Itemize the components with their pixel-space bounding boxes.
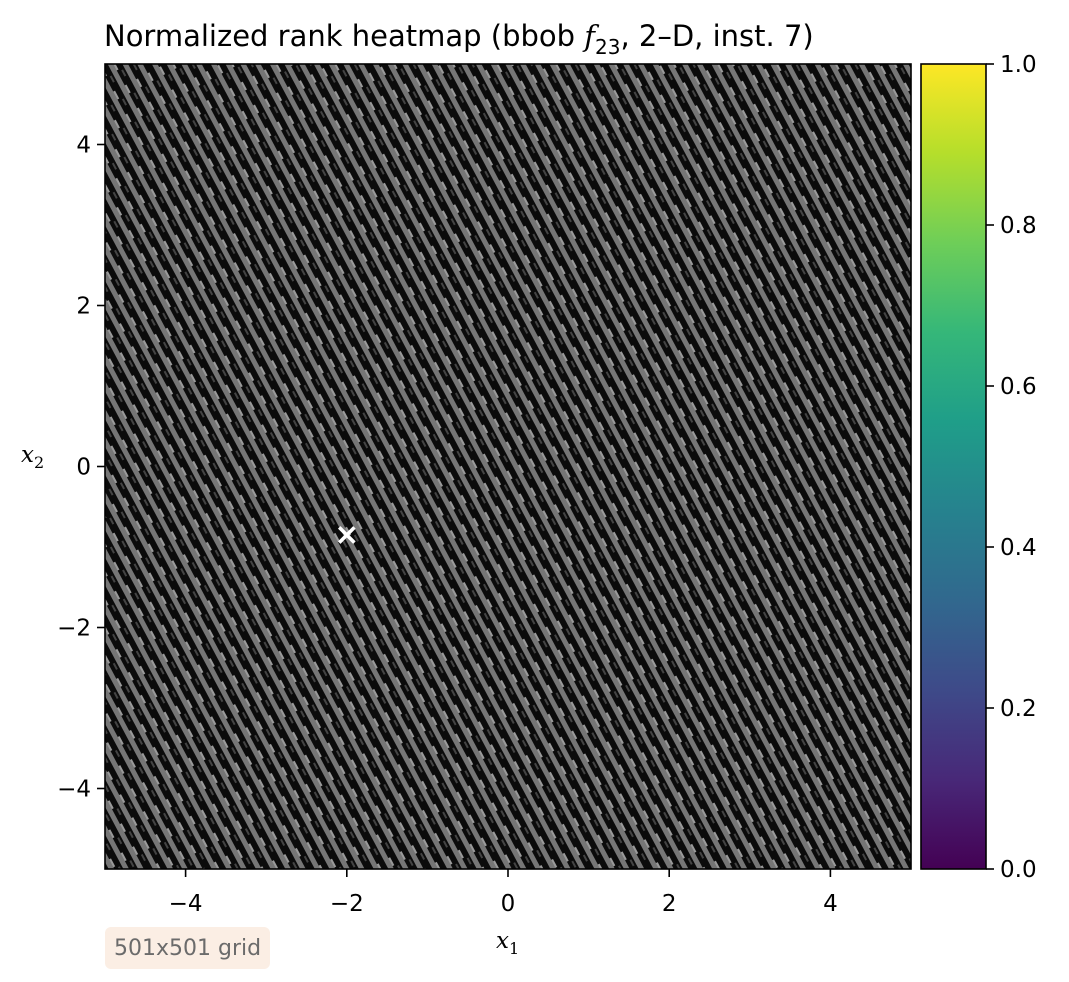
grid-size-badge: 501x501 grid — [105, 927, 271, 969]
x-tick-label: 4 — [823, 891, 838, 917]
colorbar — [920, 63, 987, 870]
heatmap-image — [105, 64, 911, 869]
colorbar-tick-label: 1.0 — [1000, 52, 1037, 78]
y-tick-label: −4 — [57, 777, 91, 803]
y-tick-label: 0 — [76, 455, 91, 481]
optimum-marker: × — [334, 517, 359, 552]
y-tick-label: 2 — [76, 294, 91, 320]
x-axis-label: x1 — [496, 928, 519, 958]
x-tick-label: −4 — [169, 891, 203, 917]
colorbar-tick-label: 0.0 — [1000, 857, 1037, 883]
colorbar-tick-label: 0.4 — [1000, 535, 1037, 561]
x-axis: −4 −2 0 2 4 — [169, 869, 838, 917]
colorbar-tick-label: 0.2 — [1000, 696, 1037, 722]
x-tick-label: 2 — [662, 891, 677, 917]
colorbar-tick-label: 0.8 — [1000, 213, 1037, 239]
x-tick-label: −2 — [330, 891, 364, 917]
y-tick-label: −2 — [57, 616, 91, 642]
chart-title: Normalized rank heatmap (bbob f23, 2–D, … — [104, 19, 814, 59]
y-axis: −4 −2 0 2 4 — [57, 133, 105, 803]
x-tick-label: 0 — [501, 891, 516, 917]
y-axis-label: x2 — [21, 442, 44, 472]
heatmap-area — [104, 63, 912, 870]
colorbar-axis: 0.0 0.2 0.4 0.6 0.8 1.0 — [986, 52, 1037, 883]
colorbar-gradient — [921, 64, 986, 869]
colorbar-tick-label: 0.6 — [1000, 374, 1037, 400]
y-tick-label: 4 — [76, 133, 91, 159]
colorbar-frame — [920, 63, 987, 870]
